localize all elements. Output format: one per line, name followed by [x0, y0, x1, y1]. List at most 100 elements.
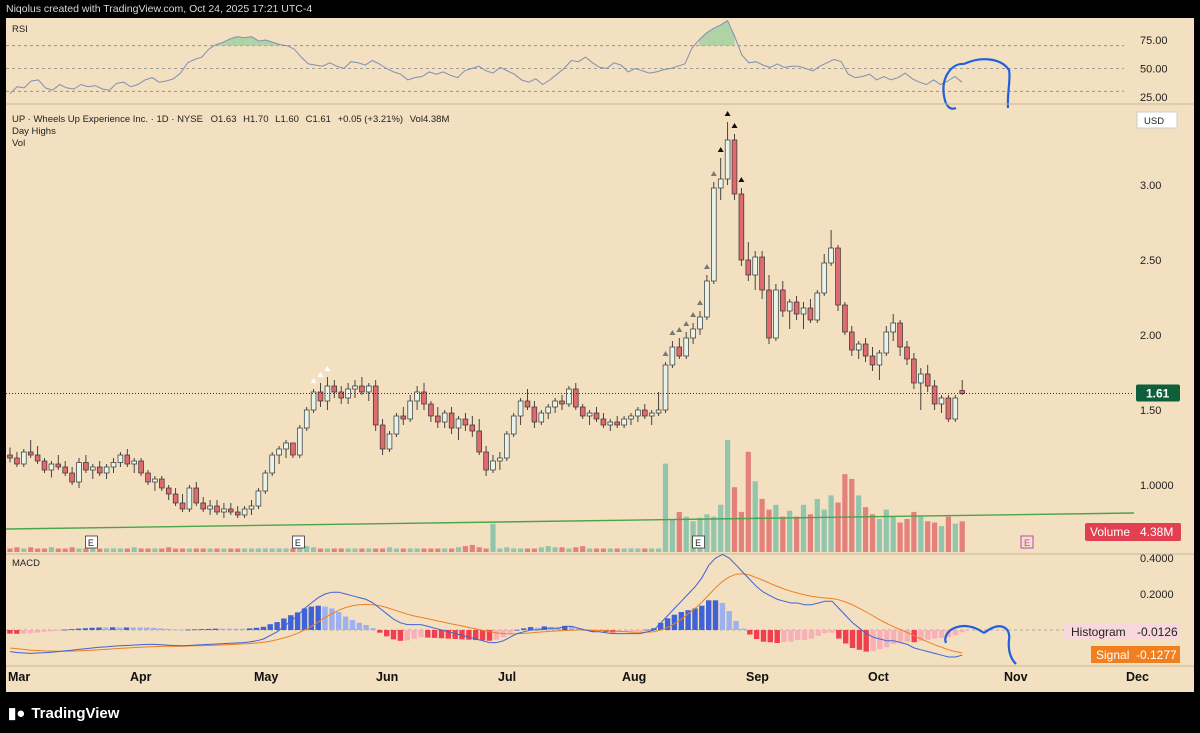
- chart-canvas[interactable]: RSI 75.00 50.00 25.00 UP · Wheels Up Exp…: [6, 18, 1194, 692]
- earnings-marker: [692, 535, 705, 549]
- volume-bar: [745, 451, 751, 552]
- volume-bar: [497, 548, 503, 552]
- day-high-marker: [710, 171, 717, 176]
- histogram-bar: [82, 628, 88, 630]
- histogram-bar: [157, 628, 164, 630]
- volume-bar: [945, 516, 951, 552]
- candle-down: [234, 511, 241, 516]
- candle-up: [490, 460, 496, 471]
- time-axis-label: Mar: [8, 670, 30, 684]
- volume-bar: [414, 548, 420, 552]
- candle-up: [586, 412, 593, 417]
- candle-down: [359, 385, 365, 393]
- legend-o-value: 1.63: [218, 114, 237, 125]
- histogram-bar: [925, 630, 931, 640]
- histogram-bar: [377, 630, 383, 633]
- histogram-bar: [569, 626, 575, 630]
- volume-bar: [269, 548, 275, 552]
- volume-bar: [276, 548, 282, 552]
- candle-up: [303, 409, 310, 429]
- volume-bar: [200, 548, 206, 552]
- volume-bar: [890, 516, 896, 552]
- candle-up: [786, 301, 793, 312]
- candle-up: [21, 451, 27, 465]
- day-high-marker: [697, 300, 703, 305]
- volume-bar: [297, 548, 303, 552]
- histogram-bar: [904, 630, 910, 642]
- histogram-bar: [356, 622, 362, 630]
- legend: UP · Wheels Up Experience Inc. · 1D · NY…: [12, 114, 449, 149]
- trend-line[interactable]: [6, 512, 1135, 530]
- legend-c-label: C: [306, 114, 313, 125]
- price-tick-label: 2.50: [1140, 255, 1161, 267]
- future-earnings-marker[interactable]: [1020, 535, 1034, 549]
- volume-bar: [683, 516, 689, 552]
- legend-vol-value: 4.38M: [423, 114, 449, 125]
- volume-bar: [669, 519, 675, 552]
- legend-vol-label: Vol: [410, 114, 423, 125]
- candle-down: [531, 406, 538, 423]
- time-axis-label: Apr: [130, 670, 152, 684]
- volume-bar: [952, 523, 958, 552]
- signal-badge-value: -0.1277: [1136, 648, 1177, 662]
- volume-bar: [214, 548, 220, 552]
- candle-up: [455, 418, 462, 429]
- volume-bar: [193, 548, 199, 552]
- macd-annotation-right-curve: [983, 625, 1017, 665]
- volume-bars: [7, 440, 965, 552]
- price-pane[interactable]: UP · Wheels Up Experience Inc. · 1D · NY…: [6, 111, 1181, 552]
- histogram-bar: [527, 627, 534, 630]
- tradingview-logo[interactable]: ▮● TradingView: [8, 704, 119, 722]
- time-axis-label: Sep: [746, 670, 769, 684]
- candle-up: [207, 505, 213, 510]
- volume-bar: [794, 516, 800, 552]
- volume-bar: [366, 548, 372, 552]
- chart-frame[interactable]: RSI 75.00 50.00 25.00 UP · Wheels Up Exp…: [6, 18, 1194, 692]
- candle-up: [152, 478, 158, 483]
- candle-down: [27, 451, 34, 456]
- volume-bar: [828, 495, 834, 552]
- histogram-bar: [849, 630, 856, 648]
- histogram-bar: [151, 627, 157, 630]
- candle-up: [690, 328, 696, 339]
- candle-down: [55, 463, 62, 468]
- candle-down: [904, 346, 910, 360]
- volume-bar: [173, 548, 179, 552]
- candle-up: [48, 463, 55, 471]
- candle-up: [310, 391, 317, 411]
- volume-bar: [393, 548, 399, 552]
- histogram-bar: [431, 630, 438, 638]
- histogram-bar: [507, 630, 513, 634]
- volume-bar: [442, 548, 448, 552]
- candle-up: [393, 415, 400, 435]
- histogram-bar: [740, 628, 746, 630]
- signal-badge-label: Signal: [1096, 648, 1129, 662]
- histogram-bar: [815, 630, 821, 636]
- candle-down: [780, 289, 786, 312]
- currency-badge[interactable]: [1136, 111, 1178, 129]
- time-axis[interactable]: Mar Apr May Jun Jul Aug Sep Oct Nov Dec: [8, 670, 1149, 684]
- candle-up: [117, 454, 124, 463]
- candle-down: [573, 388, 579, 408]
- volume-bar: [124, 548, 130, 552]
- volume-bar: [607, 548, 613, 552]
- histogram-bar: [281, 618, 287, 630]
- macd-pane: MACD 0.4000 0.2000 Histogram -0.0126 Sig…: [6, 553, 1180, 665]
- day-high-marker: [724, 111, 731, 116]
- histogram-bar: [726, 611, 732, 630]
- histogram-bar: [562, 625, 568, 630]
- time-axis-label: May: [254, 670, 278, 684]
- macd-signal-line: [9, 573, 963, 654]
- volume-bar: [476, 547, 482, 552]
- volume-bar: [787, 510, 793, 552]
- candle-down: [524, 400, 531, 408]
- volume-bar: [235, 548, 241, 552]
- histogram-bar: [308, 606, 314, 630]
- volume-bar: [780, 516, 786, 552]
- candle-down: [96, 466, 103, 474]
- histogram-bar: [651, 628, 657, 630]
- histogram-bar: [68, 629, 75, 630]
- day-high-marker: [310, 378, 317, 383]
- day-high-marker: [676, 327, 683, 332]
- legend-l-value: 1.60: [280, 114, 299, 125]
